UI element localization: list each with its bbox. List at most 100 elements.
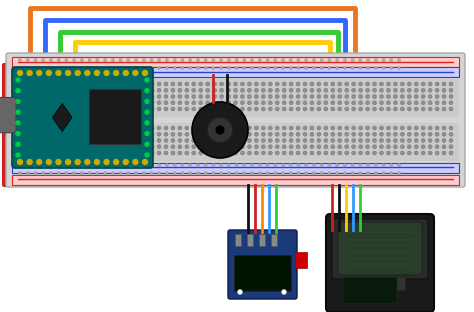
Circle shape bbox=[268, 107, 272, 111]
Circle shape bbox=[145, 121, 149, 125]
Circle shape bbox=[428, 151, 432, 155]
Circle shape bbox=[331, 107, 335, 111]
Circle shape bbox=[25, 126, 29, 130]
Circle shape bbox=[145, 78, 149, 82]
Circle shape bbox=[81, 88, 84, 92]
Circle shape bbox=[18, 151, 22, 155]
Circle shape bbox=[428, 139, 432, 143]
Circle shape bbox=[390, 171, 393, 175]
Circle shape bbox=[143, 101, 147, 105]
Circle shape bbox=[303, 126, 307, 130]
Circle shape bbox=[243, 58, 246, 61]
Circle shape bbox=[240, 132, 245, 136]
Circle shape bbox=[136, 139, 140, 143]
Circle shape bbox=[135, 171, 137, 175]
Circle shape bbox=[65, 171, 68, 175]
Circle shape bbox=[328, 66, 331, 70]
Circle shape bbox=[219, 58, 223, 61]
Circle shape bbox=[192, 107, 196, 111]
Circle shape bbox=[235, 58, 238, 61]
Circle shape bbox=[81, 132, 84, 136]
Circle shape bbox=[397, 58, 401, 61]
Circle shape bbox=[57, 66, 60, 70]
Circle shape bbox=[386, 151, 391, 155]
Circle shape bbox=[67, 101, 71, 105]
Circle shape bbox=[178, 101, 182, 105]
Circle shape bbox=[150, 82, 154, 86]
Circle shape bbox=[57, 58, 60, 61]
Circle shape bbox=[255, 151, 258, 155]
Circle shape bbox=[421, 107, 425, 111]
Circle shape bbox=[46, 95, 50, 99]
Circle shape bbox=[73, 95, 78, 99]
Circle shape bbox=[39, 82, 43, 86]
Circle shape bbox=[32, 132, 36, 136]
Circle shape bbox=[119, 66, 122, 70]
Circle shape bbox=[359, 126, 363, 130]
Circle shape bbox=[73, 88, 78, 92]
Circle shape bbox=[145, 100, 149, 104]
Circle shape bbox=[352, 95, 356, 99]
Circle shape bbox=[94, 71, 100, 76]
Circle shape bbox=[178, 126, 182, 130]
Circle shape bbox=[289, 151, 293, 155]
Circle shape bbox=[442, 139, 446, 143]
Circle shape bbox=[435, 88, 439, 92]
Circle shape bbox=[240, 126, 245, 130]
Circle shape bbox=[178, 82, 182, 86]
Circle shape bbox=[317, 101, 321, 105]
Circle shape bbox=[46, 82, 50, 86]
Circle shape bbox=[49, 66, 53, 70]
Circle shape bbox=[393, 107, 397, 111]
Circle shape bbox=[345, 145, 349, 149]
Circle shape bbox=[196, 171, 200, 175]
Circle shape bbox=[88, 95, 91, 99]
Circle shape bbox=[234, 132, 237, 136]
Circle shape bbox=[115, 95, 119, 99]
Circle shape bbox=[303, 151, 307, 155]
Circle shape bbox=[268, 88, 272, 92]
Circle shape bbox=[171, 126, 175, 130]
Circle shape bbox=[282, 66, 284, 70]
Circle shape bbox=[101, 132, 105, 136]
Circle shape bbox=[109, 95, 112, 99]
Circle shape bbox=[310, 151, 314, 155]
Circle shape bbox=[199, 126, 203, 130]
Circle shape bbox=[26, 171, 29, 175]
Circle shape bbox=[421, 95, 425, 99]
Circle shape bbox=[111, 163, 114, 167]
Circle shape bbox=[67, 107, 71, 111]
Circle shape bbox=[150, 151, 154, 155]
Circle shape bbox=[212, 66, 215, 70]
Circle shape bbox=[345, 88, 349, 92]
Circle shape bbox=[192, 151, 196, 155]
Circle shape bbox=[297, 66, 300, 70]
Circle shape bbox=[414, 95, 418, 99]
Circle shape bbox=[336, 171, 339, 175]
Circle shape bbox=[303, 95, 307, 99]
Circle shape bbox=[103, 163, 107, 167]
Circle shape bbox=[268, 139, 272, 143]
Circle shape bbox=[192, 139, 196, 143]
Circle shape bbox=[206, 107, 210, 111]
Circle shape bbox=[16, 132, 20, 136]
Circle shape bbox=[219, 145, 224, 149]
Circle shape bbox=[261, 151, 265, 155]
Circle shape bbox=[157, 82, 161, 86]
Circle shape bbox=[129, 107, 133, 111]
Circle shape bbox=[268, 82, 272, 86]
Circle shape bbox=[386, 107, 391, 111]
Bar bbox=[12, 79, 459, 161]
Circle shape bbox=[171, 145, 175, 149]
Circle shape bbox=[382, 163, 385, 167]
Circle shape bbox=[133, 71, 138, 76]
Circle shape bbox=[143, 139, 147, 143]
Circle shape bbox=[250, 58, 254, 61]
Circle shape bbox=[129, 145, 133, 149]
Circle shape bbox=[219, 88, 224, 92]
Circle shape bbox=[145, 142, 149, 146]
Circle shape bbox=[157, 95, 161, 99]
Circle shape bbox=[67, 82, 71, 86]
Circle shape bbox=[266, 163, 269, 167]
Circle shape bbox=[109, 132, 112, 136]
